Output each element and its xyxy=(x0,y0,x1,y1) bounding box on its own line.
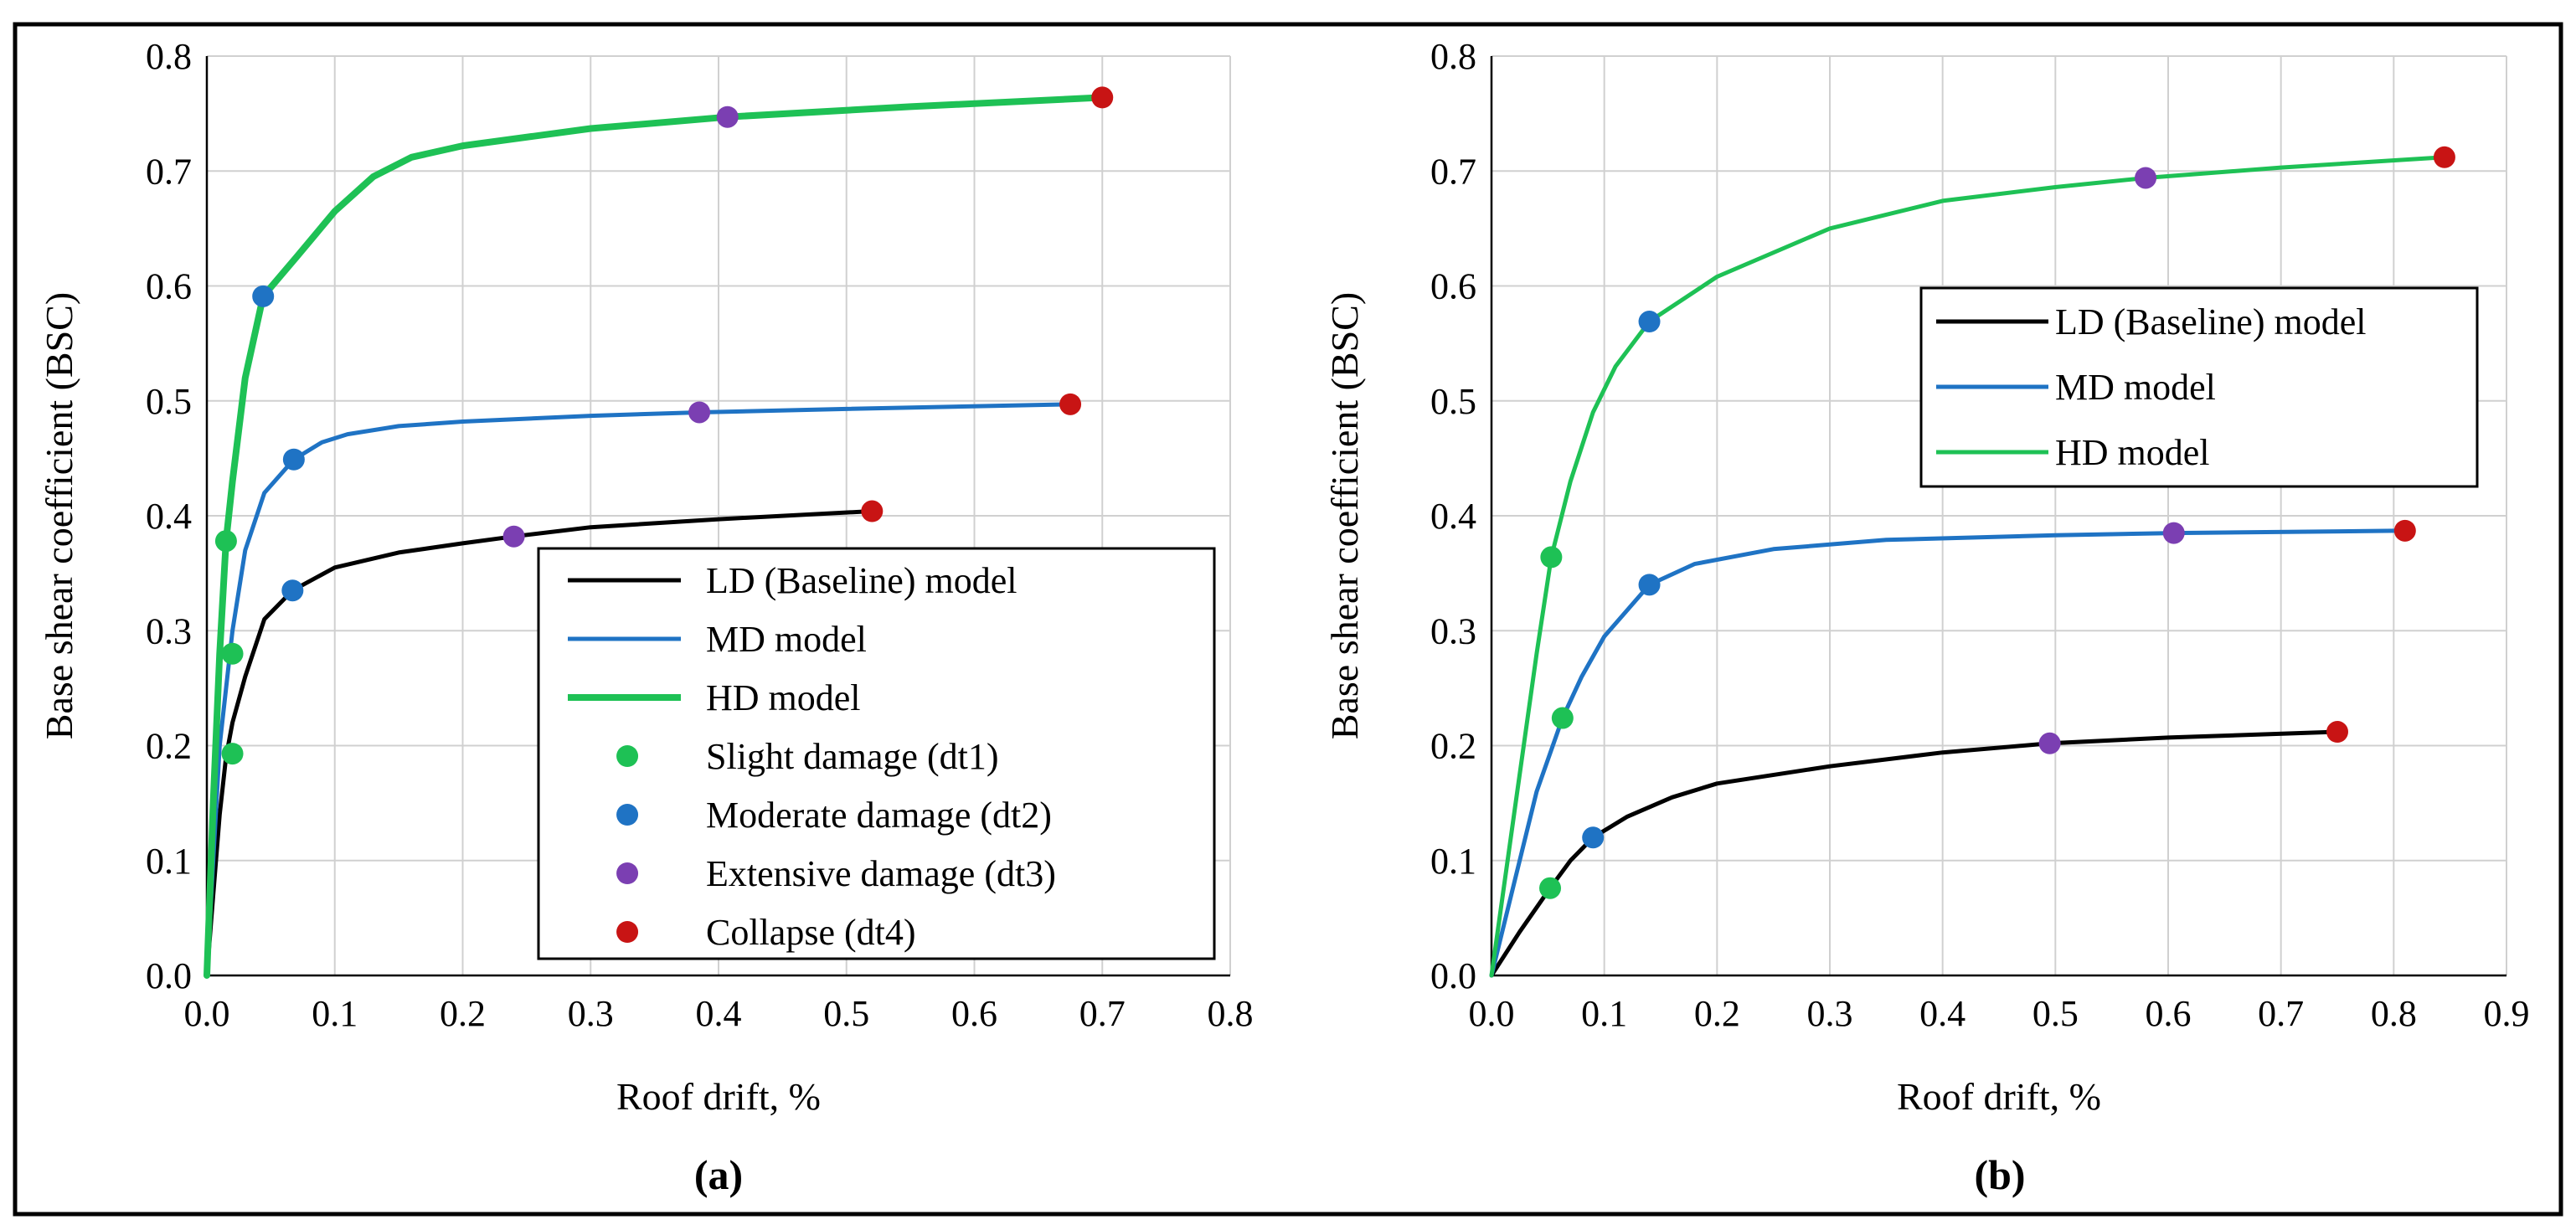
y-tick-label: 0.1 xyxy=(146,841,192,882)
legend-label: HD model xyxy=(2055,432,2210,473)
damage-marker-dt2 xyxy=(282,448,305,471)
damage-marker-dt3 xyxy=(2038,732,2061,754)
legend-marker-dt4 xyxy=(616,921,639,943)
damage-marker-dt1 xyxy=(1551,707,1574,729)
legend-label: Moderate damage (dt2) xyxy=(706,795,1052,836)
x-axis-title: Roof drift, % xyxy=(1897,1075,2101,1118)
panel-label: (b) xyxy=(1974,1151,2025,1198)
legend-marker-dt3 xyxy=(616,862,639,884)
x-tick-label: 0.7 xyxy=(1079,993,1126,1034)
y-tick-label: 0.2 xyxy=(146,726,192,767)
y-tick-label: 0.3 xyxy=(1430,610,1476,651)
damage-marker-dt2 xyxy=(1638,574,1661,596)
damage-marker-dt2 xyxy=(252,285,275,307)
y-tick-label: 0.5 xyxy=(146,381,192,422)
legend-label: LD (Baseline) model xyxy=(2055,301,2366,342)
damage-marker-dt2 xyxy=(1638,311,1661,333)
chart-panel-a: 0.0 0.1 0.2 0.3 0.4 0.5 0.6 0.7 0.8 0.0 0.1 0.2 0.3 0… xyxy=(38,36,1254,1198)
x-tick-label: 0.9 xyxy=(2484,993,2530,1034)
legend-label: Collapse (dt4) xyxy=(706,912,916,953)
legend-label: LD (Baseline) model xyxy=(706,560,1017,601)
legend-box xyxy=(537,547,1216,960)
y-tick-label: 0.8 xyxy=(146,36,192,77)
x-tick-label: 0.1 xyxy=(312,993,358,1034)
damage-marker-dt1 xyxy=(1540,546,1563,569)
series-line-md xyxy=(204,402,1073,978)
x-tick-label: 0.5 xyxy=(2032,993,2079,1034)
damage-marker-dt1 xyxy=(214,530,237,553)
legend-label: Slight damage (dt1) xyxy=(706,736,999,777)
x-tick-label: 0.2 xyxy=(1694,993,1740,1034)
y-tick-label: 0.4 xyxy=(146,496,192,537)
x-tick-label: 0.8 xyxy=(2371,993,2417,1034)
damage-marker-dt3 xyxy=(688,401,711,424)
damage-marker-dt4 xyxy=(2433,146,2455,168)
y-tick-label: 0.3 xyxy=(146,610,192,651)
y-tick-label: 0.0 xyxy=(146,955,192,996)
x-tick-label: 0.4 xyxy=(696,993,742,1034)
y-tick-label: 0.1 xyxy=(1430,841,1476,882)
x-tick-label: 0.4 xyxy=(1919,993,1965,1034)
y-axis-title: Base shear coefficient (BSC) xyxy=(1323,292,1366,739)
damage-marker-dt2 xyxy=(281,579,304,602)
damage-marker-dt3 xyxy=(2162,522,2185,544)
damage-marker-dt4 xyxy=(2326,721,2348,744)
x-tick-label: 0.5 xyxy=(823,993,869,1034)
damage-marker-dt4 xyxy=(1091,86,1114,109)
series-line-hd xyxy=(204,94,1106,979)
x-tick-label: 0.0 xyxy=(1469,993,1515,1034)
y-tick-label: 0.7 xyxy=(146,151,192,192)
damage-marker-dt1 xyxy=(221,743,244,765)
x-tick-label: 0.7 xyxy=(2258,993,2304,1034)
x-axis-title: Roof drift, % xyxy=(616,1075,821,1118)
x-tick-label: 0.3 xyxy=(568,993,614,1034)
legend-marker-dt2 xyxy=(616,804,639,826)
damage-marker-dt3 xyxy=(502,525,525,548)
damage-marker-dt4 xyxy=(1059,393,1082,415)
legend-label: Extensive damage (dt3) xyxy=(706,853,1056,894)
y-tick-label: 0.7 xyxy=(1430,151,1476,192)
y-tick-label: 0.0 xyxy=(1430,955,1476,996)
legend-marker-dt1 xyxy=(616,745,639,767)
x-tick-label: 0.2 xyxy=(440,993,486,1034)
legend-label: MD model xyxy=(2055,367,2216,408)
panel-label: (a) xyxy=(694,1151,743,1198)
damage-marker-dt4 xyxy=(861,500,884,522)
legend-label: HD model xyxy=(706,677,861,718)
damage-marker-dt2 xyxy=(1582,826,1605,849)
x-tick-label: 0.0 xyxy=(184,993,230,1034)
y-tick-label: 0.6 xyxy=(146,266,192,307)
x-tick-label: 0.6 xyxy=(2146,993,2192,1034)
y-tick-label: 0.2 xyxy=(1430,726,1476,767)
damage-marker-dt1 xyxy=(1539,877,1562,899)
legend-label: MD model xyxy=(706,619,867,660)
x-tick-label: 0.6 xyxy=(951,993,997,1034)
x-tick-label: 0.8 xyxy=(1208,993,1254,1034)
y-tick-label: 0.6 xyxy=(1430,266,1476,307)
y-axis-title: Base shear coefficient (BSC) xyxy=(38,292,80,739)
damage-marker-dt3 xyxy=(716,106,739,128)
y-tick-label: 0.5 xyxy=(1430,381,1476,422)
damage-marker-dt3 xyxy=(2135,167,2157,189)
x-tick-label: 0.1 xyxy=(1581,993,1627,1034)
damage-marker-dt4 xyxy=(2393,519,2416,542)
x-tick-label: 0.3 xyxy=(1807,993,1853,1034)
y-tick-label: 0.8 xyxy=(1430,36,1476,77)
damage-marker-dt1 xyxy=(221,642,244,665)
y-tick-label: 0.4 xyxy=(1430,496,1476,537)
chart-panel-b: 0.0 0.1 0.2 0.3 0.4 0.5 0.6 0.7 0.8 0.9 0.0 0.1 0.2 0… xyxy=(1323,36,2530,1198)
